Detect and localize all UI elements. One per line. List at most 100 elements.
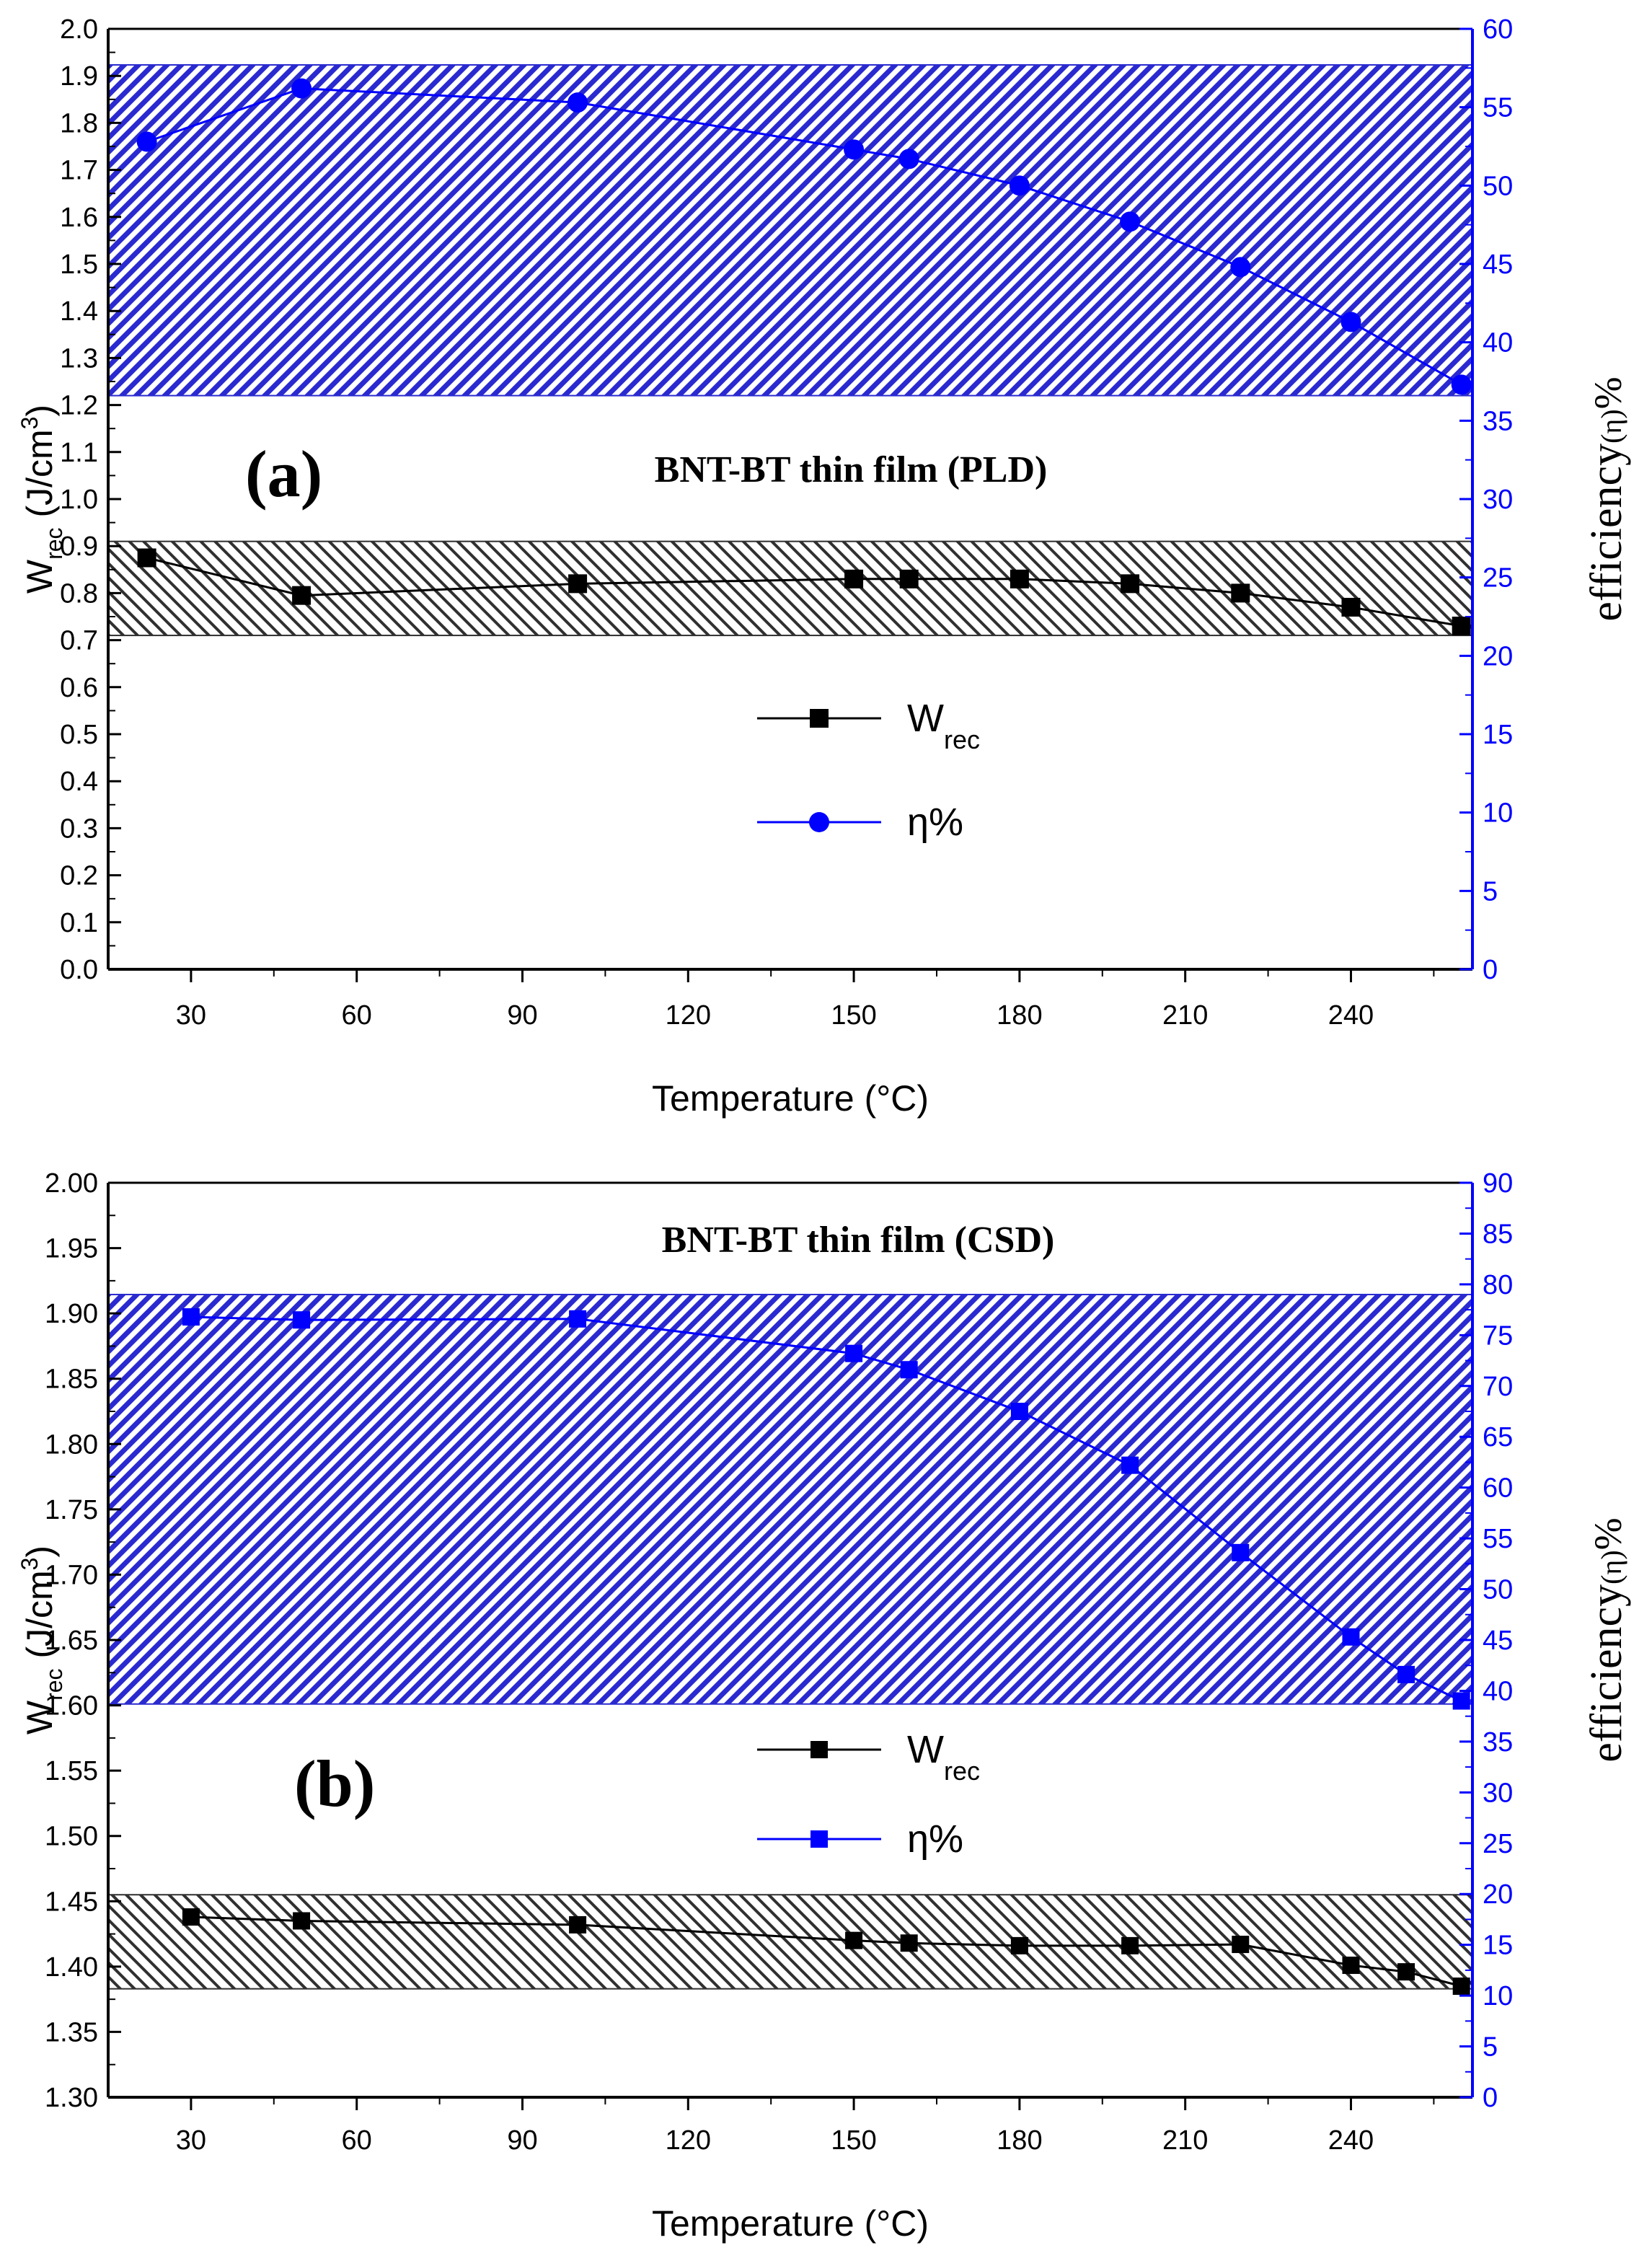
efficiency-point — [182, 1308, 200, 1326]
y-tick-label: 1.7 — [60, 156, 98, 186]
y-tick-label: 1.45 — [45, 1887, 98, 1917]
efficiency-point — [569, 1310, 587, 1328]
y2-tick-label: 30 — [1483, 485, 1513, 515]
y-tick-label: 0.3 — [60, 814, 98, 844]
y-tick-label: 0.1 — [60, 908, 98, 938]
efficiency-band — [108, 63, 1472, 397]
legend-marker — [810, 709, 829, 728]
efficiency-point — [291, 78, 312, 99]
y-tick-label: 1.65 — [45, 1626, 98, 1656]
y2-tick-label: 30 — [1483, 1778, 1513, 1808]
y-tick-label: 1.8 — [60, 108, 98, 138]
wrec-point — [1121, 574, 1140, 594]
y2-tick-label: 25 — [1483, 563, 1513, 594]
efficiency-point — [1121, 1456, 1139, 1474]
y2-tick-label: 80 — [1483, 1270, 1513, 1300]
legend-marker — [810, 1741, 828, 1758]
y-tick-label: 1.95 — [45, 1234, 98, 1264]
y2-tick-label: 75 — [1483, 1321, 1513, 1351]
y-tick-label: 0.5 — [60, 720, 98, 750]
y2-tick-label: 35 — [1483, 406, 1513, 436]
legend-label: η% — [907, 801, 963, 844]
efficiency-point — [1451, 374, 1472, 395]
efficiency-band — [108, 1293, 1472, 1705]
y2-tick-label: 50 — [1483, 1575, 1513, 1605]
y-tick-label: 1.80 — [45, 1429, 98, 1460]
y-tick-label: 1.55 — [45, 1756, 98, 1786]
efficiency-point — [1010, 1403, 1028, 1420]
wrec-point — [1342, 1957, 1360, 1975]
y2-tick-label: 85 — [1483, 1219, 1513, 1249]
y-tick-label: 1.70 — [45, 1560, 98, 1590]
wrec-point — [1341, 597, 1361, 617]
chart-panel-a: 0.0 0.1 0.2 0.3 0.4 0.5 0.6 0.7 0.8 0.9 1.0 1.1 1.2 1… — [17, 14, 1631, 1119]
y2-tick-label: 20 — [1483, 1879, 1513, 1910]
y-tick-label: 2.00 — [45, 1168, 98, 1199]
y-tick-label: 1.5 — [60, 250, 98, 280]
panel-label: (b) — [294, 1747, 375, 1820]
y2-tick-label: 10 — [1483, 798, 1513, 829]
efficiency-point — [1340, 312, 1361, 332]
y2-tick-label: 40 — [1483, 328, 1513, 358]
panel-label: (a) — [245, 437, 322, 511]
y-tick-label: 1.90 — [45, 1299, 98, 1329]
y2-axis-title: efficiency(η)% — [1582, 376, 1631, 621]
y-tick-label: 1.30 — [45, 2083, 98, 2113]
efficiency-point — [1342, 1628, 1360, 1646]
wrec-point — [568, 574, 588, 594]
y2-tick-label: 90 — [1483, 1168, 1513, 1199]
y2-tick-label: 10 — [1483, 1981, 1513, 2011]
efficiency-point — [900, 1361, 918, 1379]
wrec-point — [1010, 1936, 1028, 1954]
wrec-band — [108, 540, 1472, 637]
x-tick-label: 90 — [507, 1000, 537, 1031]
y-tick-label: 0.8 — [60, 578, 98, 609]
chart-annotation: BNT-BT thin film (PLD) — [655, 449, 1048, 490]
y-tick-label: 0.7 — [60, 626, 98, 656]
y-tick-label: 1.35 — [45, 2017, 98, 2047]
y-tick-label: 1.9 — [60, 61, 98, 92]
y-tick-label: 0.6 — [60, 673, 98, 703]
legend-marker — [809, 812, 829, 832]
y2-tick-label: 70 — [1483, 1372, 1513, 1402]
y2-tick-label: 60 — [1483, 1473, 1513, 1504]
wrec-point — [137, 548, 156, 568]
x-tick-label: 90 — [507, 2125, 537, 2156]
y2-tick-label: 15 — [1483, 1931, 1513, 1961]
y-tick-label: 1.75 — [45, 1495, 98, 1525]
efficiency-point — [898, 149, 919, 169]
y-tick-label: 1.0 — [60, 485, 98, 515]
x-tick-label: 180 — [997, 2125, 1042, 2156]
y-tick-label: 0.2 — [60, 861, 98, 891]
efficiency-point — [293, 1311, 311, 1329]
y-tick-label: 0.4 — [60, 767, 98, 797]
wrec-point — [1452, 1978, 1470, 1996]
x-axis-title: Temperature (°C) — [652, 2203, 929, 2244]
wrec-point — [292, 586, 312, 605]
wrec-band — [108, 1894, 1472, 1990]
wrec-point — [1397, 1963, 1415, 1981]
wrec-point — [1010, 569, 1029, 588]
legend-label: Wrec — [907, 1728, 980, 1786]
y2-tick-label: 55 — [1483, 93, 1513, 123]
wrec-point — [845, 1931, 863, 1949]
y2-tick-label: 45 — [1483, 1626, 1513, 1656]
y2-tick-label: 60 — [1483, 14, 1513, 45]
wrec-point — [182, 1908, 200, 1926]
x-tick-label: 60 — [342, 1000, 372, 1031]
wrec-point — [1452, 617, 1471, 636]
x-tick-label: 60 — [342, 2125, 372, 2156]
y2-tick-label: 50 — [1483, 171, 1513, 201]
y-tick-label: 0.9 — [60, 532, 98, 562]
efficiency-point — [1397, 1665, 1415, 1683]
efficiency-point — [1120, 211, 1141, 232]
x-axis-title: Temperature (°C) — [652, 1078, 929, 1119]
wrec-point — [1232, 1936, 1250, 1954]
chart-annotation: BNT-BT thin film (CSD) — [662, 1220, 1055, 1261]
legend-marker — [810, 1830, 828, 1848]
efficiency-point — [845, 1344, 863, 1362]
legend-label: Wrec — [907, 697, 980, 754]
y-axis-title: Wrec (J/cm3) — [17, 405, 67, 594]
x-tick-label: 120 — [666, 2125, 711, 2156]
efficiency-point — [1232, 1543, 1250, 1561]
